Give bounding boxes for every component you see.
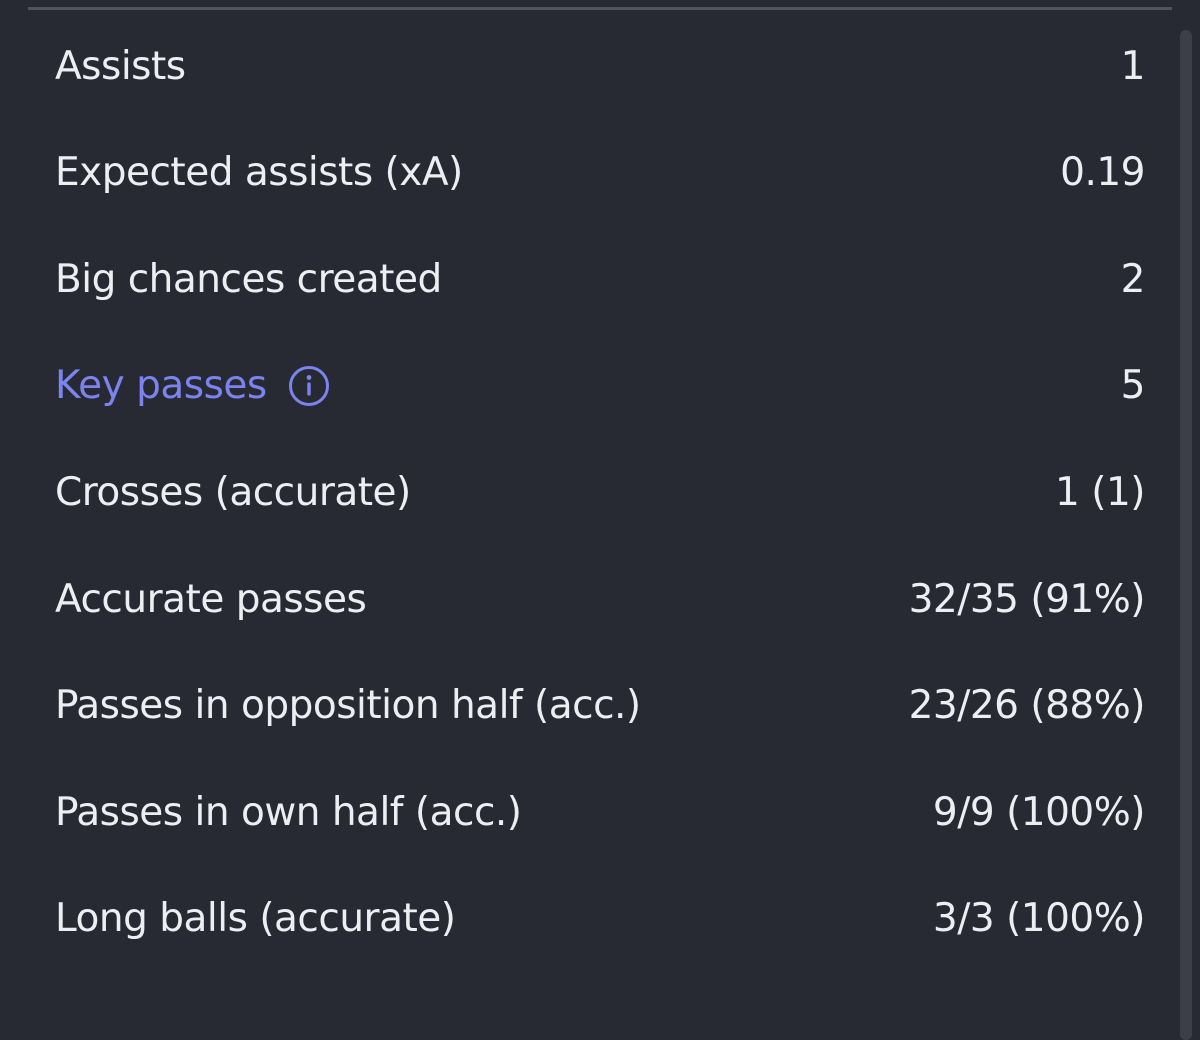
label-text: Crosses (accurate) [55,469,411,515]
label-text: Accurate passes [55,576,367,622]
stat-row: Crosses (accurate) 1 (1) [55,462,1145,522]
stat-label: Passes in opposition half (acc.) [55,683,641,728]
stat-label: Expected assists (xA) [55,150,463,195]
label-text: Passes in opposition half (acc.) [55,683,641,729]
label-text: Passes in own half (acc.) [55,789,522,835]
stat-row: Expected assists (xA) 0.19 [55,143,1145,203]
stat-value: 0.19 [1060,150,1145,196]
label-text: Long balls (accurate) [55,896,456,942]
stat-row: Assists 1 [55,36,1146,96]
label-text: Expected assists (xA) [55,150,463,196]
stat-label: Big chances created [55,257,442,302]
stat-label: Accurate passes [55,576,367,622]
stat-value: 3/3 (100%) [932,896,1146,942]
stat-row: Long balls (accurate) 3/3 (100%) [55,889,1146,949]
stat-value: 23/26 (88%) [908,683,1146,729]
stat-row: Passes in opposition half (acc.) 23/26 (8… [55,676,1146,736]
stat-row: Big chances created 2 [55,249,1146,309]
stat-label: Assists [55,44,186,89]
divider [28,7,1172,10]
stat-label-link[interactable]: Key passes [55,363,331,408]
stat-row: Passes in own half (acc.) 9/9 (100%) [55,782,1146,842]
label-text: Big chances created [55,256,442,302]
stat-label: Long balls (accurate) [55,896,456,942]
stat-label: Crosses (accurate) [55,470,411,515]
label-text: Assists [55,43,186,89]
info-icon[interactable] [287,364,331,408]
stat-value: 1 (1) [1055,469,1145,515]
stat-label: Passes in own half (acc.) [55,790,522,835]
scrollbar[interactable] [1180,30,1192,1040]
stat-value: 1 [1120,43,1146,89]
stat-value: 5 [1120,363,1146,409]
stat-value: 32/35 (91%) [908,576,1146,622]
stat-row: Key passes 5 [55,356,1146,416]
stat-value: 2 [1120,256,1146,302]
stat-row: Accurate passes 32/35 (91%) [55,569,1146,629]
label-text[interactable]: Key passes [55,363,267,409]
stat-value: 9/9 (100%) [932,789,1146,835]
